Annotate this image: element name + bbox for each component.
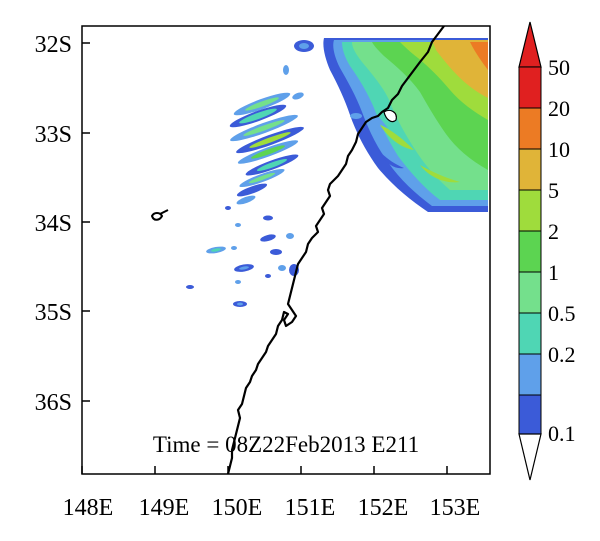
lon-label-153e: 153E	[430, 495, 481, 521]
island-outline	[383, 109, 397, 123]
colorbar-label-50: 50	[548, 55, 570, 80]
colorbar-label-2: 2	[548, 219, 559, 244]
colorbar-segment-20	[518, 107, 542, 150]
precip-field-offshore	[283, 38, 488, 212]
colorbar-segment-2	[518, 230, 542, 273]
colorbar-label-05: 0.5	[548, 301, 576, 326]
time-annotation: Time = 08Z22Feb2013 E211	[153, 432, 419, 457]
colorbar-segment-10	[518, 148, 542, 191]
colorbar-label-1: 1	[548, 260, 559, 285]
lon-label-151e: 151E	[285, 495, 336, 521]
colorbar-segment-05	[518, 312, 542, 355]
colorbar: 50 20 10 5 2 1 0.5 0.2 0.1	[518, 21, 576, 481]
lon-label-152e: 152E	[358, 495, 409, 521]
lon-label-149e: 149E	[139, 495, 190, 521]
colorbar-label-01: 0.1	[548, 421, 576, 446]
lat-label-34s: 34S	[35, 211, 72, 237]
lon-label-150e: 150E	[212, 495, 263, 521]
lat-axis: 32S 33S 34S 35S 36S	[35, 32, 90, 416]
colorbar-segment-01	[518, 394, 542, 435]
colorbar-segment-50	[518, 66, 542, 109]
colorbar-segment-02	[518, 353, 542, 396]
colorbar-label-02: 0.2	[548, 342, 576, 367]
lat-label-32s: 32S	[35, 32, 72, 58]
coastline	[226, 26, 445, 474]
colorbar-label-20: 20	[548, 96, 570, 121]
colorbar-under-triangle	[518, 433, 542, 481]
lat-label-33s: 33S	[35, 122, 72, 148]
colorbar-label-5: 5	[548, 178, 559, 203]
precip-bands-inland	[186, 92, 304, 307]
lake-outline	[150, 209, 169, 221]
colorbar-label-10: 10	[548, 137, 570, 162]
lon-label-148e: 148E	[63, 495, 114, 521]
colorbar-over-triangle	[518, 21, 542, 68]
lat-label-36s: 36S	[35, 390, 72, 416]
lon-axis: 148E 149E 150E 151E 152E 153E	[63, 466, 481, 521]
colorbar-segment-1	[518, 271, 542, 314]
colorbar-segment-5	[518, 189, 542, 232]
lat-label-35s: 35S	[35, 300, 72, 326]
